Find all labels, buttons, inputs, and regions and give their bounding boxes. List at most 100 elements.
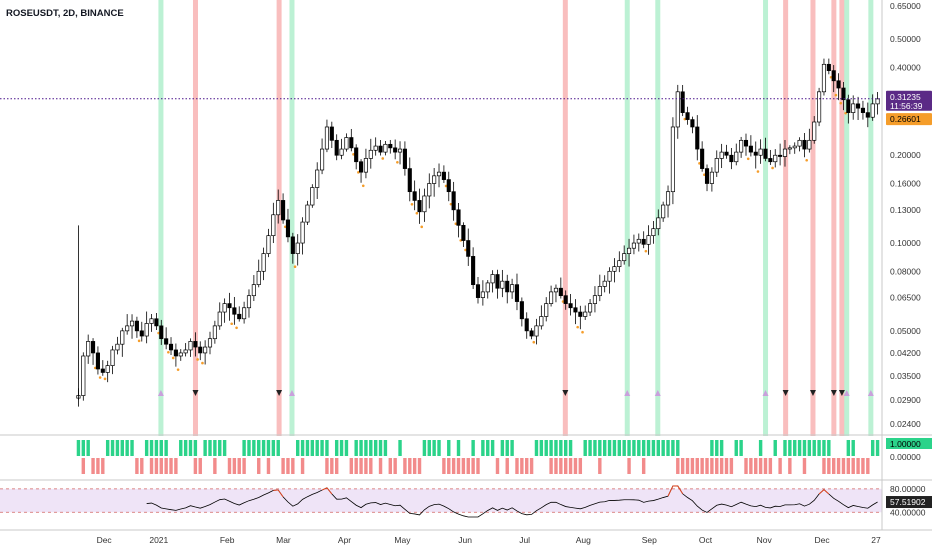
indicator-bar-up (86, 440, 89, 456)
candle-body (267, 236, 270, 254)
indicator-bar-up (817, 440, 820, 456)
indicator-bar-down (627, 458, 630, 474)
candle-body (398, 149, 401, 152)
candle-body (506, 281, 509, 292)
candle-body (671, 127, 674, 192)
indicator-bar-down (700, 458, 703, 474)
indicator-bar-down (769, 458, 772, 474)
indicator-bar-down (496, 458, 499, 474)
candle-body (501, 281, 504, 288)
candle-body (832, 71, 835, 81)
candle-body (223, 304, 226, 312)
indicator-bar-down (442, 458, 445, 474)
indicator-bar-up (554, 440, 557, 456)
candle-body (851, 104, 854, 113)
candle-body (325, 127, 328, 149)
indicator-bar-down (788, 458, 791, 474)
indicator-bar-down (150, 458, 153, 474)
indicator-bar-down (574, 458, 577, 474)
candle-body (125, 326, 128, 331)
candle-body (778, 155, 781, 156)
indicator-bar-up (569, 440, 572, 456)
indicator-bar-down (827, 458, 830, 474)
candle-body (306, 205, 309, 222)
indicator-bar-down (720, 458, 723, 474)
signal-dot (104, 378, 107, 381)
candle-body (481, 292, 484, 298)
indicator-lower-label: 0.00000 (890, 452, 921, 462)
indicator-bar-up (871, 440, 874, 456)
price-axis[interactable]: 0.650000.500000.400000.300000.200000.160… (886, 1, 932, 517)
candle-body (515, 285, 518, 302)
indicator-bar-down (851, 458, 854, 474)
candle-body (813, 122, 816, 140)
indicator-bar-down (676, 458, 679, 474)
indicator-bar-up (116, 440, 119, 456)
time-tick-label: Sep (642, 535, 657, 545)
candle-body (345, 138, 348, 150)
candle-body (676, 92, 679, 127)
candle-body (588, 304, 591, 312)
indicator-bar-down (564, 458, 567, 474)
indicator-bar-down (705, 458, 708, 474)
indicator-bar-down (286, 458, 289, 474)
candle-body (413, 192, 416, 201)
candle-body (730, 155, 733, 161)
countdown-label: 11:56:39 (890, 101, 923, 111)
signal-dot (835, 94, 838, 97)
indicator-bar-up (603, 440, 606, 456)
candle-body (286, 220, 289, 237)
time-tick-label: Apr (338, 535, 351, 545)
candle-body (618, 261, 621, 267)
indicator-bar-up (125, 440, 128, 456)
price-tick-label: 0.50000 (890, 34, 921, 44)
indicator-bar-down (96, 458, 99, 474)
indicator-bar-up (481, 440, 484, 456)
indicator-bar-up (715, 440, 718, 456)
candle-body (696, 127, 699, 149)
indicator-bar-up (306, 440, 309, 456)
red-signal-band (783, 0, 788, 436)
indicator-bar-up (457, 440, 460, 456)
price-tick-label: 0.02900 (890, 395, 921, 405)
indicator-bar-down (281, 458, 284, 474)
candle-body (194, 341, 197, 347)
candle-body (189, 341, 192, 350)
candle-body (179, 353, 182, 356)
indicator-bar-up (564, 440, 567, 456)
rsi-panel (0, 486, 882, 517)
rsi-band-fill (0, 489, 882, 512)
indicator-bar-down (393, 458, 396, 474)
candle-body (364, 158, 367, 172)
candle-body (632, 243, 635, 248)
indicator-bar-up (296, 440, 299, 456)
time-tick-label: Dec (815, 535, 831, 545)
candle-body (637, 239, 640, 243)
candle-body (808, 140, 811, 149)
candle-body (428, 184, 431, 196)
signal-dot (138, 340, 141, 343)
indicator-bar-up (827, 440, 830, 456)
indicator-bar-down (140, 458, 143, 474)
indicator-bar-up (803, 440, 806, 456)
candle-body (491, 275, 494, 283)
green-signal-band (763, 0, 768, 436)
candle-body (145, 323, 148, 336)
indicator-upper-label: 1.00000 (890, 439, 921, 449)
indicator-bar-up (423, 440, 426, 456)
rsi-lower-label: 40.00000 (890, 507, 926, 517)
indicator-bar-up (549, 440, 552, 456)
signal-dot (747, 157, 750, 160)
candle-body (218, 312, 221, 326)
indicator-bar-down (696, 458, 699, 474)
candle-body (661, 205, 664, 218)
indicator-bar-up (277, 440, 280, 456)
candle-body (203, 347, 206, 353)
indicator-bar-up (471, 440, 474, 456)
candle-body (715, 158, 718, 172)
candle-body (320, 149, 323, 170)
indicator-bar-down (730, 458, 733, 474)
candle-body (847, 100, 850, 113)
